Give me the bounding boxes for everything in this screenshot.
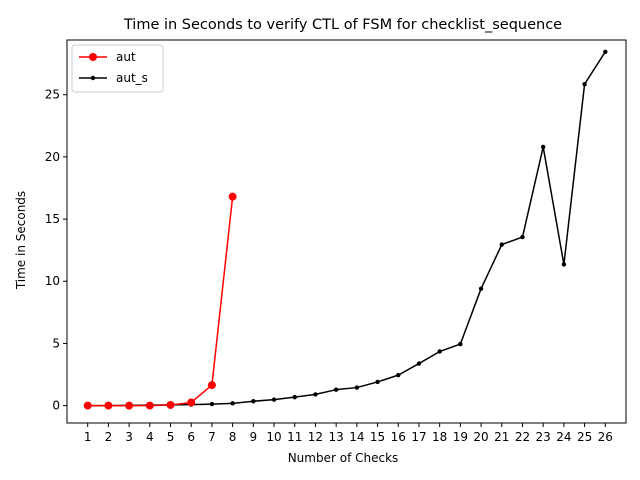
- y-axis: 0 5 10 15 20 25: [45, 88, 67, 413]
- series-aut_s: [85, 49, 608, 408]
- x-tick-label: 24: [556, 430, 571, 444]
- series-layer: [83, 49, 608, 410]
- data-point-aut_s: [209, 401, 215, 407]
- data-point-aut_s: [375, 379, 380, 385]
- x-tick-label: 12: [308, 430, 323, 444]
- x-tick-label: 22: [515, 430, 530, 444]
- plot-area: [66, 39, 627, 424]
- data-point-aut_s: [416, 361, 422, 366]
- y-tick-label: 15: [45, 212, 60, 226]
- x-tick-label: 25: [577, 430, 592, 444]
- data-point-aut_s: [437, 349, 442, 354]
- series-line-aut: [87, 196, 234, 407]
- x-axis-label: Number of Checks: [288, 451, 399, 465]
- x-tick-label: 17: [411, 430, 426, 444]
- x-tick-label: 16: [391, 430, 406, 444]
- data-point-aut: [104, 401, 113, 410]
- plot-frame: [66, 39, 627, 424]
- x-tick-label: 18: [432, 430, 447, 444]
- x-tick-label: 10: [266, 430, 281, 444]
- x-tick-label: 8: [229, 430, 237, 444]
- y-tick-label: 0: [52, 399, 60, 413]
- data-point-aut_s: [478, 286, 484, 291]
- x-tick-label: 21: [494, 430, 509, 444]
- data-point-aut: [125, 401, 134, 410]
- data-point-aut: [228, 192, 237, 201]
- y-axis-label: Time in Seconds: [14, 191, 28, 290]
- x-tick-label: 5: [167, 430, 175, 444]
- chart-title: Time in Seconds to verify CTL of FSM for…: [123, 17, 562, 33]
- data-point-aut_s: [396, 372, 401, 378]
- data-point-aut_s: [520, 234, 525, 240]
- x-tick-label: 7: [208, 430, 216, 444]
- data-point-aut: [207, 381, 216, 390]
- x-tick-label: 11: [287, 430, 302, 444]
- data-point-aut_s: [333, 387, 339, 392]
- y-tick-label: 25: [45, 88, 60, 102]
- x-tick-label: 14: [349, 430, 364, 444]
- x-tick-label: 26: [598, 430, 613, 444]
- data-point-aut: [187, 398, 196, 407]
- data-point-aut_s: [561, 262, 567, 267]
- x-tick-label: 4: [146, 430, 154, 444]
- legend-label-aut_s: aut_s: [116, 71, 148, 85]
- x-tick-label: 19: [453, 430, 468, 444]
- data-point-aut_s: [499, 242, 504, 247]
- data-point-aut: [145, 401, 154, 410]
- data-point-aut_s: [540, 144, 546, 150]
- x-tick-label: 1: [84, 430, 92, 444]
- x-tick-label: 15: [370, 430, 385, 444]
- series-line-aut_s: [87, 51, 606, 407]
- data-point-aut_s: [230, 401, 235, 406]
- x-tick-label: 23: [536, 430, 551, 444]
- x-tick-label: 9: [250, 430, 258, 444]
- x-tick-label: 20: [473, 430, 488, 444]
- series-aut: [83, 192, 237, 410]
- legend-marker-aut_s: [90, 75, 96, 81]
- legend-label-aut: aut: [116, 50, 136, 64]
- data-point-aut_s: [603, 49, 608, 55]
- data-point-aut_s: [354, 385, 360, 390]
- data-point-aut_s: [313, 392, 318, 397]
- y-tick-label: 5: [52, 336, 60, 350]
- legend: aut aut_s: [71, 44, 164, 93]
- data-point-aut_s: [458, 341, 463, 347]
- x-axis: 1 2 3 4 5 6 7 8 9 10 11 12 13 14 15 16 17 18 19 20 21 22 23 24 2…: [84, 423, 613, 444]
- x-tick-label: 3: [125, 430, 133, 444]
- x-tick-label: 2: [105, 430, 113, 444]
- legend-marker-aut: [89, 53, 97, 61]
- data-point-aut_s: [271, 397, 277, 402]
- x-tick-label: 6: [187, 430, 195, 444]
- data-point-aut: [83, 401, 92, 410]
- y-tick-label: 20: [45, 150, 60, 164]
- y-tick-label: 10: [45, 274, 60, 288]
- data-point-aut_s: [582, 81, 587, 87]
- data-point-aut_s: [292, 394, 297, 400]
- data-point-aut: [166, 400, 175, 409]
- x-tick-label: 13: [329, 430, 344, 444]
- data-point-aut_s: [251, 399, 256, 404]
